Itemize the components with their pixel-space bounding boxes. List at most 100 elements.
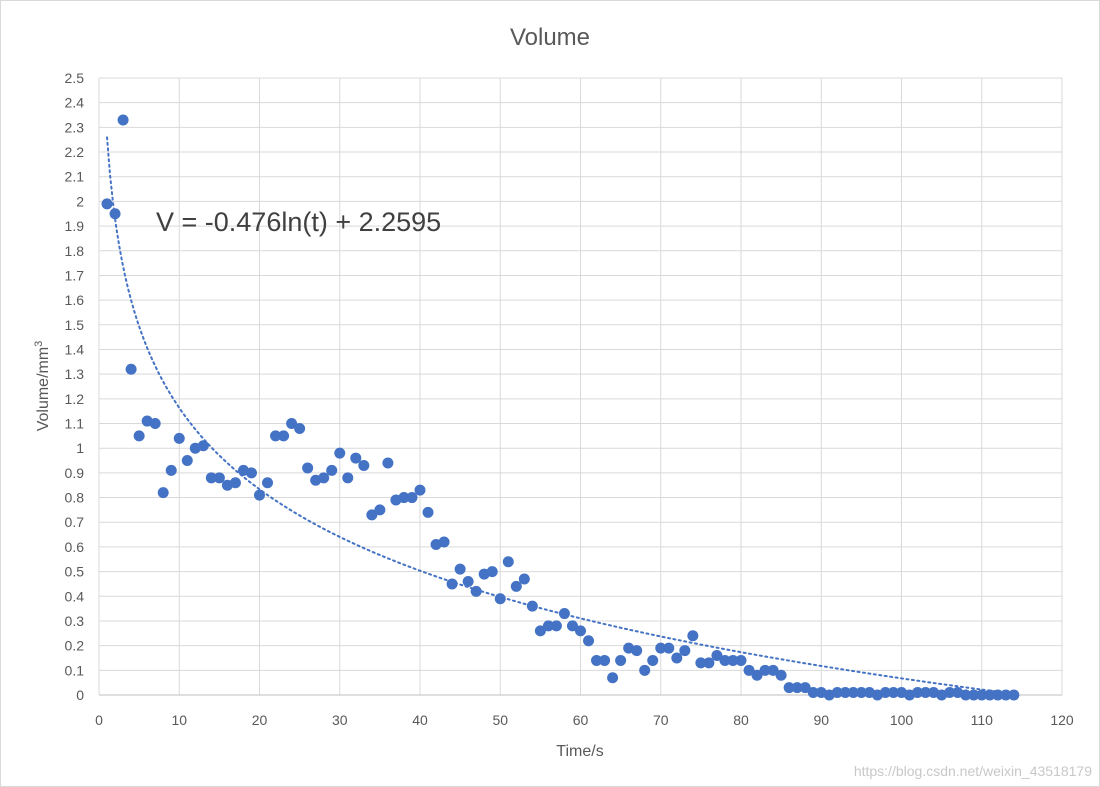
y-tick-label: 1.5 <box>65 317 85 333</box>
data-point <box>647 654 659 666</box>
x-tick-label: 100 <box>890 712 914 728</box>
x-tick-label: 50 <box>492 712 508 728</box>
data-point <box>607 672 619 684</box>
y-tick-label: 1.8 <box>65 243 85 259</box>
data-point <box>342 472 354 484</box>
chart-title: Volume <box>510 24 590 51</box>
data-point <box>414 484 426 496</box>
x-tick-labels: 0 10 20 30 40 50 60 70 80 90 100 110 120 <box>95 712 1074 728</box>
data-point <box>703 657 715 669</box>
watermark: https://blog.csdn.net/weixin_43518179 <box>854 763 1092 779</box>
x-tick-label: 0 <box>95 712 103 728</box>
data-point <box>807 687 819 699</box>
y-tick-label: 0.9 <box>65 465 85 481</box>
x-tick-label: 60 <box>573 712 589 728</box>
data-point <box>181 455 193 467</box>
data-point <box>470 585 482 597</box>
data-point <box>358 459 370 471</box>
data-point <box>912 687 924 699</box>
data-point <box>1000 689 1012 701</box>
data-point <box>575 625 586 637</box>
data-point <box>799 682 811 694</box>
y-tick-label: 0.5 <box>65 564 85 580</box>
data-point <box>767 664 779 676</box>
data-point <box>887 687 899 699</box>
data-points <box>101 114 1020 701</box>
y-tick-label: 0.4 <box>65 588 85 604</box>
data-point <box>583 635 595 647</box>
x-tick-label: 20 <box>252 712 268 728</box>
data-point <box>791 682 803 694</box>
data-point <box>855 687 867 699</box>
y-tick-labels: 0 0.1 0.2 0.3 0.4 0.5 0.6 0.7 0.8 0.9 1 1.1 1.2 1.3 1.… <box>65 70 85 703</box>
data-point <box>671 652 683 664</box>
data-point <box>173 432 185 444</box>
data-point <box>599 654 611 666</box>
data-point <box>992 689 1004 701</box>
y-tick-label: 0.1 <box>65 662 85 678</box>
x-axis-title: Time/s <box>556 743 603 760</box>
data-point <box>278 430 290 442</box>
x-tick-label: 10 <box>171 712 187 728</box>
data-point <box>197 440 209 452</box>
y-tick-label: 1.7 <box>65 267 85 283</box>
data-point <box>743 664 755 676</box>
data-point <box>334 447 346 459</box>
data-point <box>984 689 996 701</box>
y-tick-label: 2 <box>76 193 84 209</box>
data-point <box>735 654 747 666</box>
data-point <box>502 556 514 568</box>
data-point <box>687 630 699 642</box>
data-point <box>944 687 956 699</box>
data-point <box>486 566 498 578</box>
data-point <box>775 669 787 681</box>
data-point <box>454 563 466 575</box>
data-point <box>550 620 562 632</box>
data-point <box>229 477 241 489</box>
data-point <box>920 687 932 699</box>
data-point <box>302 462 314 474</box>
data-point <box>382 457 394 469</box>
data-point <box>655 642 667 654</box>
data-point <box>663 642 675 654</box>
x-tick-label: 120 <box>1050 712 1074 728</box>
data-point <box>518 573 530 585</box>
data-point <box>117 114 129 126</box>
data-point <box>213 472 225 484</box>
y-tick-label: 2.2 <box>65 144 85 160</box>
data-point <box>245 467 257 479</box>
data-point <box>839 687 851 699</box>
data-point <box>1008 689 1020 701</box>
y-tick-label: 1.3 <box>65 366 85 382</box>
data-point <box>558 608 570 620</box>
y-tick-label: 1.9 <box>65 218 85 234</box>
data-point <box>406 492 418 504</box>
data-point <box>350 452 362 464</box>
data-point <box>462 575 474 587</box>
data-point <box>968 689 980 701</box>
data-point <box>783 682 795 694</box>
y-tick-label: 2.4 <box>65 95 85 111</box>
data-point <box>679 645 691 657</box>
x-tick-label: 80 <box>733 712 749 728</box>
y-tick-label: 0.3 <box>65 613 85 629</box>
data-point <box>262 477 274 489</box>
data-point <box>125 363 137 375</box>
y-tick-label: 0 <box>76 687 84 703</box>
data-point <box>960 689 972 701</box>
data-point <box>422 506 434 518</box>
y-tick-label: 1.1 <box>65 416 85 432</box>
y-tick-label: 0.8 <box>65 490 85 506</box>
data-point <box>149 418 161 430</box>
y-tick-label: 1.4 <box>65 341 85 357</box>
data-point <box>398 492 410 504</box>
data-point <box>374 504 386 516</box>
x-tick-label: 40 <box>412 712 428 728</box>
data-point <box>542 620 554 632</box>
data-point <box>831 687 843 699</box>
data-point <box>494 593 506 605</box>
data-point <box>719 654 731 666</box>
y-axis-title-superscript: 3 <box>33 341 45 347</box>
